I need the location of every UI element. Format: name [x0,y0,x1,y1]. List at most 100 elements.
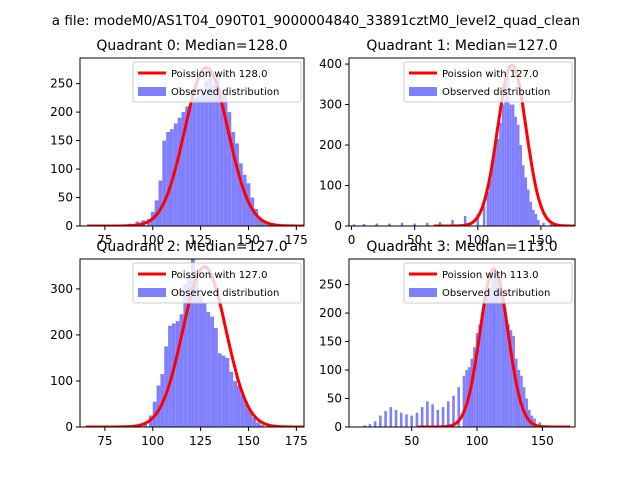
histogram-bar [258,219,262,226]
histogram-bar [202,302,207,427]
y-tick-label: 100 [50,162,73,176]
histogram-bar [514,116,517,226]
histogram-bar [158,180,163,226]
histogram-bar [189,103,193,226]
histogram-bar [436,409,440,427]
histogram-bar [252,417,257,427]
histogram-bar [231,132,236,226]
legend-observed-label: Observed distribution [171,288,279,299]
histogram-bar [537,219,540,226]
histogram-bar [486,191,490,226]
y-tick-label: 100 [319,179,342,193]
histogram-bar [501,301,505,427]
histogram-bar [248,410,253,427]
y-tick-label: 50 [327,392,342,406]
histogram-bar [156,385,161,427]
histogram-bar [501,104,505,226]
x-tick-label: 150 [237,233,260,247]
legend-observed-label: Observed distribution [442,288,550,299]
histogram-bar [522,387,526,427]
histogram-bar [473,347,476,427]
histogram-bar [162,140,167,226]
histogram-bar [441,407,445,427]
histogram-bar [173,123,178,226]
histogram-bar [215,75,220,226]
x-tick-label: 100 [466,233,489,247]
legend-poisson-label: Poission with 127.0 [442,69,538,80]
histogram-bar [426,222,429,226]
histogram-bar [198,293,203,427]
histogram-bar [168,325,172,427]
axes-frame [79,57,305,227]
x-tick-label: 50 [407,233,422,247]
histogram-bar [509,104,512,226]
legend-box [132,262,302,304]
x-tick-label: 150 [529,233,552,247]
histogram-bar [196,96,201,226]
histogram-bar [210,316,215,427]
histogram-bar [486,293,489,427]
y-tick-label: 150 [50,134,73,148]
histogram-bar [504,84,507,226]
histogram-bar [179,314,184,427]
histogram-bar [175,321,180,427]
x-tick-label: 75 [97,434,112,448]
y-tick-label: 0 [334,420,342,434]
x-tick-label: 150 [237,434,260,448]
histogram-bar [181,112,186,226]
histogram-bar [496,138,500,226]
y-tick-label: 250 [319,278,342,292]
panel-title: Quadrant 1: Median=127.0 [366,38,557,54]
histogram-bar [399,412,403,427]
histogram-bar [192,97,197,226]
x-tick-label: 150 [531,434,554,448]
legend-box [132,61,302,103]
histogram-bar [463,215,467,226]
chart-panel-2: 75 100 125 150 175 0 100 200 300 Quadrant 2: Medi… [50,239,308,448]
histogram-bar [475,333,479,427]
x-tick-label: 0 [348,233,356,247]
histogram-bar [389,407,393,427]
histogram-bar [451,219,454,226]
histogram-bar [478,324,481,427]
histogram-bar [549,223,553,226]
legend-observed-label: Observed distribution [171,87,279,98]
histogram-bar [410,415,414,427]
histogram-bar [506,76,510,226]
histogram-bar [509,330,513,427]
histogram-bar [200,90,205,226]
histogram-bar [185,106,190,226]
histogram-bar [256,422,260,427]
y-tick-label: 100 [50,374,73,388]
histogram-bar [476,213,480,226]
histogram-bar [177,117,182,226]
x-tick-label: 75 [97,233,112,247]
y-tick-label: 0 [65,219,73,233]
legend-box [403,61,573,103]
figure-suptitle: a file: modeM0/AS1T04_090T01_9000004840_… [52,13,580,29]
histogram-bar [212,84,216,226]
histogram-bar [499,122,502,226]
y-tick-label: 50 [58,191,73,205]
y-tick-label: 200 [319,306,342,320]
histogram-bar [533,418,536,427]
y-tick-label: 0 [65,420,73,434]
legend-poisson-label: Poission with 128.0 [171,69,267,80]
histogram-bar [214,328,218,427]
y-tick-label: 200 [50,328,73,342]
histogram-bar [507,324,510,427]
histogram-bar [219,89,224,226]
histogram-bar [446,401,450,427]
histogram-bar [431,404,434,427]
histogram-bar [480,313,484,427]
histogram-bar [208,76,213,226]
histogram-bar [352,224,356,226]
chart-panel-1: 0 50 100 150 0 100 200 300 400 Quadrant 1: Median… [319,38,576,247]
histogram-bar [223,95,228,226]
histogram-bar [470,358,474,427]
histogram-bar [511,104,515,226]
x-tick-label: 100 [141,434,164,448]
histogram-bar [491,278,495,427]
histogram-bar [194,270,199,427]
histogram-bar [244,403,249,427]
